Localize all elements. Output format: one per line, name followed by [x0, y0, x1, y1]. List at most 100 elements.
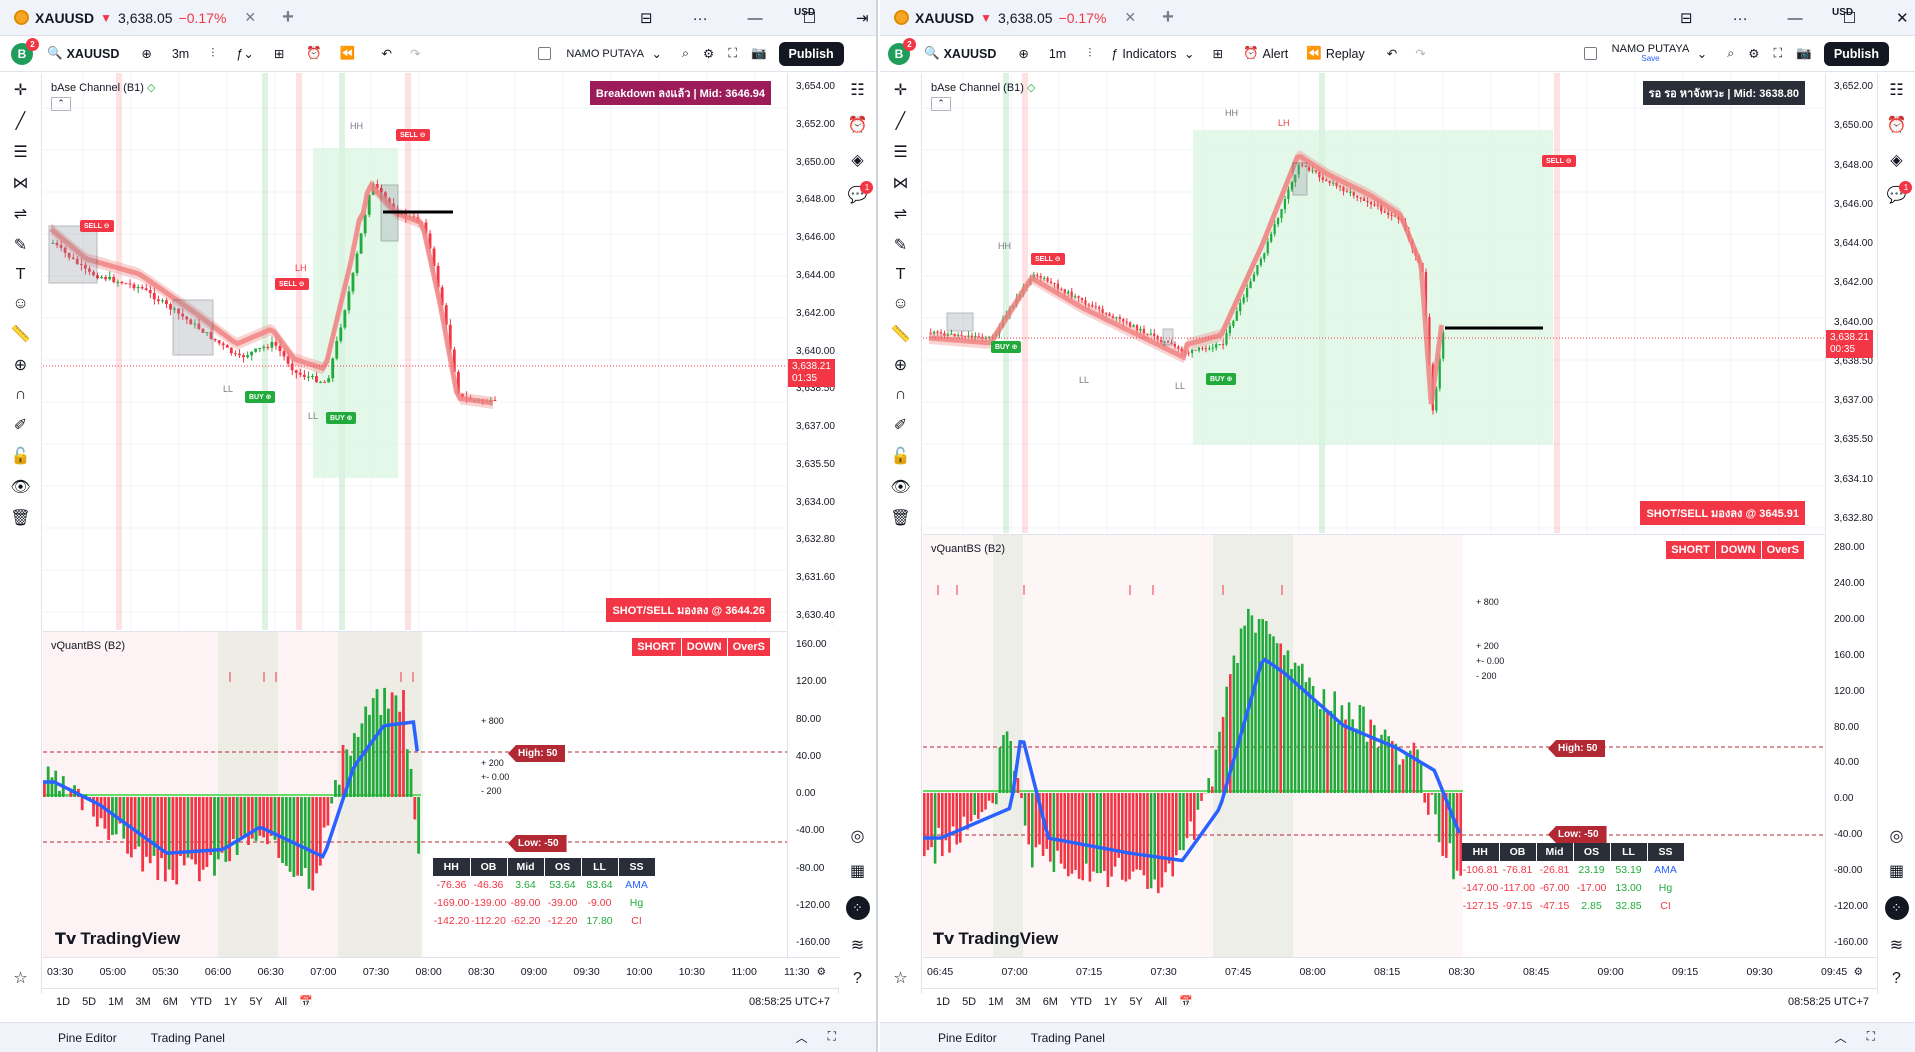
calendar-icon[interactable]: ▦ [849, 863, 866, 880]
signal-buy-badge[interactable]: BUY ⊕ [326, 412, 357, 424]
star-icon[interactable]: ☆ [13, 970, 28, 987]
signal-buy-badge[interactable]: BUY ⊕ [991, 341, 1022, 353]
maximize-icon[interactable]: ☐ [1842, 10, 1857, 27]
symbol-tab[interactable]: XAUUSD ▼ 3,638.05 −0.17% ✕ + [14, 6, 294, 29]
layout-name[interactable]: NAMO PUTAYA Save ⌄ [1583, 43, 1707, 64]
pattern-icon[interactable]: ⋈ [892, 175, 909, 192]
more-icon[interactable]: ··· [1732, 9, 1748, 27]
lock-drawings-icon[interactable]: ✐ [893, 417, 908, 434]
eye-icon[interactable]: 👁 [890, 479, 911, 496]
forecast-icon[interactable]: ⇌ [893, 206, 908, 223]
alerts-clock-icon[interactable]: ⏰ [847, 117, 868, 134]
ruler-icon[interactable]: 📏 [10, 326, 31, 343]
clock[interactable]: 08:58:25 UTC+7 [748, 995, 830, 1008]
chevron-up-icon[interactable]: ︿ [795, 1031, 808, 1045]
more-icon[interactable]: ··· [692, 9, 708, 27]
range-1m[interactable]: 1M [988, 995, 1004, 1008]
camera-icon[interactable]: 📷 [1796, 46, 1812, 60]
price-pane[interactable]: bAse Channel (B1) ◇ ⌃ Breakdown ลงแล้ว |… [43, 73, 787, 630]
range-5y[interactable]: 5Y [249, 995, 263, 1008]
close-tab-icon[interactable]: ✕ [1124, 9, 1137, 25]
undo-icon[interactable]: ↶ [1386, 47, 1398, 61]
replay-button[interactable]: ⏪ Replay [1306, 46, 1365, 61]
quick-search-icon[interactable]: ⌕ [1727, 46, 1735, 60]
compare-icon[interactable]: ⊕ [1018, 47, 1029, 61]
trading-panel-tab[interactable]: Trading Panel [150, 1030, 225, 1045]
chevron-up-icon[interactable]: ︿ [1834, 1031, 1847, 1045]
currency-selector[interactable]: USD [1832, 7, 1854, 18]
publish-button[interactable]: Publish [778, 41, 844, 66]
templates-icon[interactable]: ⊞ [1212, 47, 1223, 61]
signal-sell-badge[interactable]: SELL ⊖ [1031, 253, 1065, 265]
minimize-icon[interactable]: — [1787, 9, 1803, 27]
oscillator-axis[interactable]: 280.00 240.00 200.00 160.00 120.00 80.00 40.00… [1825, 534, 1877, 957]
lock-icon[interactable]: 🔓 [10, 448, 31, 465]
layout-icon[interactable]: ⊟ [640, 10, 653, 27]
emoji-icon[interactable]: ☺ [892, 295, 909, 312]
fib-icon[interactable]: ☰ [13, 144, 28, 161]
date-range-icon[interactable]: 📅 [299, 996, 313, 1008]
settings-icon[interactable]: ⚙ [702, 47, 715, 61]
fib-icon[interactable]: ☰ [893, 144, 908, 161]
chart-type-icon[interactable]: ⫶ [211, 46, 215, 60]
range-1y[interactable]: 1Y [223, 995, 238, 1008]
range-6m[interactable]: 6M [1042, 995, 1058, 1008]
close-tab-icon[interactable]: ✕ [244, 9, 257, 25]
lock-icon[interactable]: 🔓 [890, 448, 911, 465]
pine-editor-tab[interactable]: Pine Editor [58, 1030, 117, 1045]
currency-selector[interactable]: USD [794, 7, 816, 18]
indicators-icon[interactable]: ƒ⌄ [236, 47, 254, 61]
replay-icon[interactable]: ⏪ [339, 46, 356, 60]
tradingview-logo[interactable]: 𝗧𝘃 TradingView [933, 929, 1059, 948]
date-range-icon[interactable]: 📅 [1179, 996, 1193, 1008]
emoji-icon[interactable]: ☺ [12, 295, 29, 312]
last-price-tag[interactable]: 3,638.21 00:35 [1826, 330, 1873, 358]
popout-icon[interactable]: ⇥ [856, 10, 869, 27]
new-tab-icon[interactable]: + [1162, 6, 1174, 28]
price-pane[interactable]: bAse Channel (B1) ◇ ⌃ รอ รอ หาจังหวะ | M… [923, 73, 1825, 533]
help-icon[interactable]: ? [853, 970, 862, 987]
settings-icon[interactable]: ⚙ [1748, 47, 1760, 61]
target-icon[interactable]: ◎ [1889, 828, 1904, 845]
alert-icon[interactable]: ⏰ [306, 46, 322, 60]
magnet-icon[interactable]: ∩ [14, 386, 27, 403]
oscillator-chart[interactable] [43, 632, 787, 957]
signal-sell-badge[interactable]: SELL ⊖ [80, 220, 114, 232]
oscillator-pane[interactable]: vQuantBS (B2) SHORT DOWN OverS 𝗧𝘃 Trading… [43, 631, 787, 957]
templates-icon[interactable]: ⊞ [273, 47, 285, 61]
fullscreen-icon[interactable]: ⛶ [728, 46, 737, 60]
symbol-search[interactable]: 🔍 XAUUSD [47, 46, 120, 61]
apps-icon[interactable]: ⁘ [845, 896, 870, 920]
candlestick-chart[interactable] [923, 73, 1825, 533]
trash-icon[interactable]: 🗑 [890, 510, 911, 527]
collapse-icon[interactable]: ⌃ [51, 97, 71, 111]
new-tab-icon[interactable]: + [282, 6, 294, 28]
maximize-icon[interactable]: ☐ [802, 10, 817, 27]
range-ytd[interactable]: YTD [1069, 995, 1092, 1008]
brush-icon[interactable]: ✎ [893, 237, 908, 254]
interval-button[interactable]: 1m [1048, 46, 1067, 61]
watchlist-icon[interactable]: ☷ [1889, 82, 1904, 99]
broadcast-icon[interactable]: ≋ [1889, 937, 1904, 954]
crosshair-icon[interactable]: ✛ [13, 82, 28, 99]
symbol-search[interactable]: 🔍 XAUUSD [924, 46, 997, 61]
quick-search-icon[interactable]: ⌕ [681, 46, 689, 60]
lock-drawings-icon[interactable]: ✐ [13, 417, 28, 434]
trendline-icon[interactable]: ╱ [895, 113, 906, 130]
pine-editor-tab[interactable]: Pine Editor [938, 1030, 997, 1045]
layout-icon[interactable]: ⊟ [1680, 10, 1693, 27]
chart-type-icon[interactable]: ⫶ [1088, 46, 1092, 60]
axis-settings-icon[interactable]: ⚙ [816, 966, 826, 978]
target-icon[interactable]: ◎ [850, 828, 865, 845]
candlestick-chart[interactable] [43, 73, 787, 630]
interval-button[interactable]: 3m [171, 46, 190, 61]
tradingview-logo[interactable]: 𝗧𝘃 TradingView [55, 929, 181, 948]
pattern-icon[interactable]: ⋈ [12, 175, 29, 192]
signal-buy-badge[interactable]: BUY ⊕ [1206, 373, 1237, 385]
time-axis[interactable]: 06:45 07:00 07:15 07:30 07:45 08:00 08:15 08:30… [923, 957, 1877, 987]
trading-panel-tab[interactable]: Trading Panel [1030, 1030, 1105, 1045]
star-icon[interactable]: ☆ [893, 970, 908, 987]
minimize-icon[interactable]: — [747, 9, 763, 27]
signal-sell-badge[interactable]: SELL ⊖ [1542, 155, 1576, 167]
axis-settings-icon[interactable]: ⚙ [1853, 966, 1863, 978]
